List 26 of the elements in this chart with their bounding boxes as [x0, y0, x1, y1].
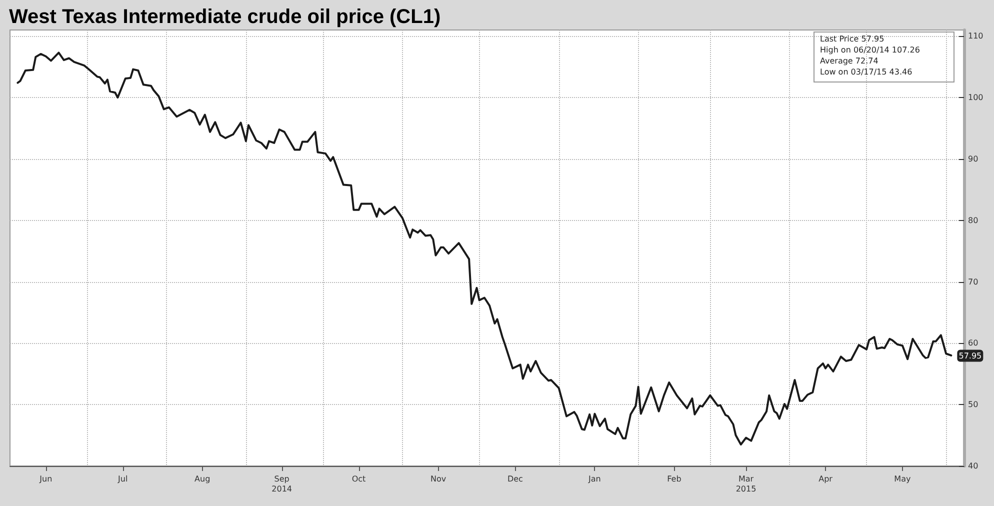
x-tick-label: Oct — [352, 474, 366, 484]
y-tick-label: 60 — [968, 338, 978, 348]
x-tick-label: May — [894, 474, 911, 484]
x-tick-label: Dec — [507, 474, 523, 484]
x-tick-label: Sep 2014 — [272, 474, 292, 494]
y-tick-label: 100 — [968, 93, 984, 102]
x-tick-label: Aug — [194, 474, 210, 484]
y-tick-label: 110 — [968, 32, 984, 41]
y-tick-label: 90 — [968, 154, 978, 164]
x-tick-label: Nov — [430, 474, 446, 484]
x-tick-label: Jan — [588, 474, 601, 484]
y-tick-label: 70 — [968, 277, 978, 286]
y-tick-label: 40 — [968, 462, 978, 470]
y-tick-label: 80 — [968, 216, 978, 225]
chart-title: West Texas Intermediate crude oil price (CL1) — [9, 6, 441, 28]
annotation: Average 72.74 — [820, 56, 878, 66]
annotation: Last Price 57.95 — [820, 34, 884, 44]
y-tick-label: 50 — [968, 400, 978, 410]
x-tick-label: Feb — [667, 474, 682, 484]
annotation: High on 06/20/14 107.26 — [820, 46, 920, 54]
x-tick-label: Jul — [117, 474, 128, 484]
annotation: Low on 03/17/15 43.46 — [820, 68, 912, 76]
x-tick-label: Jun — [38, 474, 52, 484]
annotation: 57.95 — [958, 351, 982, 360]
x-tick-label: Mar 2015 — [736, 474, 756, 494]
x-tick-label: Apr — [818, 474, 834, 484]
